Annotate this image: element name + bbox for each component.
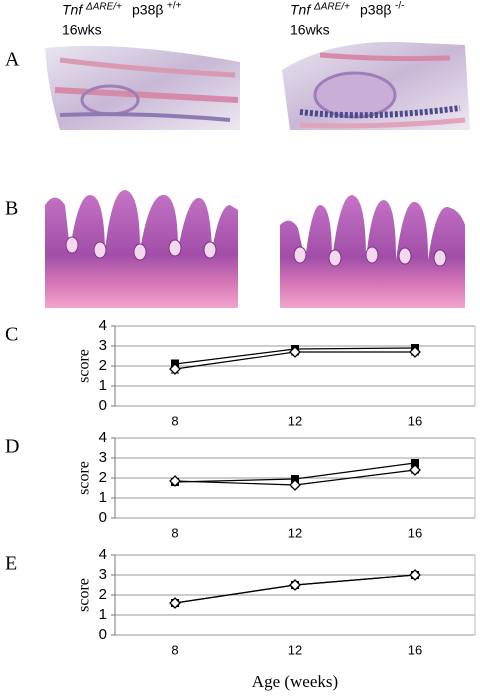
data-point (291, 475, 299, 483)
histology-joint-right (282, 41, 470, 130)
x-tick-label: 12 (288, 642, 302, 657)
y-tick-label: 4 (99, 429, 107, 446)
panel-label: B (5, 198, 18, 220)
x-tick-label: 8 (171, 642, 178, 657)
x-tick-label: 8 (171, 525, 178, 540)
y-tick-label: 0 (99, 626, 107, 643)
header-kinase: p38β (360, 2, 391, 18)
panel-label: D (5, 436, 19, 458)
x-tick-label: 12 (288, 525, 302, 540)
y-tick-label: 2 (99, 357, 107, 374)
y-tick-label: 1 (99, 606, 107, 623)
x-tick-label: 8 (171, 413, 178, 428)
histology-joint-left (45, 45, 240, 130)
y-tick-label: 0 (99, 509, 107, 526)
x-tick-label: 16 (408, 642, 422, 657)
data-point (289, 479, 301, 491)
y-tick-label: 0 (99, 397, 107, 414)
header-kinase-sup: +/+ (167, 1, 182, 12)
header-kinase-sup: -/- (395, 1, 404, 12)
y-axis-title: score (76, 461, 93, 495)
x-tick-label: 12 (288, 413, 302, 428)
data-point (169, 597, 181, 609)
y-axis-title: score (76, 578, 93, 612)
histology-gut-left (45, 190, 238, 308)
header-age: 16wks (290, 22, 330, 38)
data-point (169, 475, 181, 487)
header-gene: Tnf (290, 2, 312, 18)
data-point (169, 363, 181, 375)
data-point (409, 346, 421, 358)
y-axis-title: score (76, 349, 93, 383)
data-point (409, 464, 421, 476)
header-age: 16wks (62, 22, 102, 38)
panel-label: E (5, 553, 17, 575)
y-tick-label: 1 (99, 489, 107, 506)
header-gene-sup: ΔARE/+ (313, 2, 350, 13)
y-tick-label: 3 (99, 449, 107, 466)
x-tick-label: 16 (408, 525, 422, 540)
panel-label: C (5, 324, 18, 346)
x-tick-label: 16 (408, 413, 422, 428)
y-tick-label: 2 (99, 469, 107, 486)
header-gene-sup: ΔARE/+ (85, 2, 122, 13)
y-tick-label: 1 (99, 377, 107, 394)
y-tick-label: 2 (99, 586, 107, 603)
data-point (411, 459, 419, 467)
y-tick-label: 4 (99, 546, 107, 563)
header-kinase: p38β (132, 2, 163, 18)
data-point (289, 346, 301, 358)
y-tick-label: 3 (99, 337, 107, 354)
x-axis-title: Age (weeks) (252, 672, 338, 691)
panel-label: A (5, 49, 20, 71)
data-point (289, 579, 301, 591)
histology-gut-right (280, 195, 465, 308)
y-tick-label: 3 (99, 566, 107, 583)
y-tick-label: 4 (99, 317, 107, 334)
data-point (409, 569, 421, 581)
header-gene: Tnf (62, 2, 84, 18)
